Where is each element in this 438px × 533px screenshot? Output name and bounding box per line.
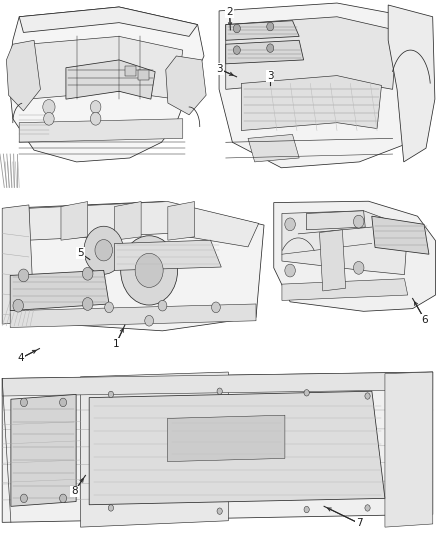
Circle shape — [90, 101, 101, 114]
Text: 6: 6 — [421, 315, 428, 325]
Polygon shape — [372, 216, 429, 254]
Polygon shape — [28, 36, 183, 99]
Polygon shape — [226, 41, 304, 64]
Circle shape — [105, 302, 113, 313]
Circle shape — [60, 398, 67, 407]
Polygon shape — [9, 7, 204, 162]
Circle shape — [353, 261, 364, 274]
Circle shape — [353, 215, 364, 228]
Polygon shape — [166, 56, 206, 115]
Text: 3: 3 — [267, 71, 274, 80]
Polygon shape — [10, 270, 109, 311]
Circle shape — [285, 264, 295, 277]
Bar — [2, 200, 269, 368]
Polygon shape — [282, 211, 408, 274]
Circle shape — [90, 112, 101, 125]
Polygon shape — [66, 60, 155, 99]
Circle shape — [145, 316, 153, 326]
Polygon shape — [385, 372, 433, 527]
Text: 2: 2 — [226, 7, 233, 17]
Circle shape — [304, 506, 309, 513]
Bar — [215, 1, 437, 197]
Circle shape — [233, 25, 240, 33]
Polygon shape — [89, 391, 385, 505]
Circle shape — [365, 505, 370, 511]
Polygon shape — [388, 5, 435, 162]
Circle shape — [365, 393, 370, 399]
Circle shape — [82, 297, 93, 310]
Circle shape — [108, 391, 113, 398]
Polygon shape — [2, 372, 433, 396]
Polygon shape — [319, 230, 346, 291]
Circle shape — [304, 390, 309, 396]
Bar — [138, 70, 149, 79]
Polygon shape — [248, 134, 299, 162]
Bar — [2, 1, 215, 197]
Circle shape — [43, 100, 55, 115]
Polygon shape — [167, 415, 285, 462]
Text: 7: 7 — [356, 519, 363, 528]
Polygon shape — [11, 394, 76, 506]
Polygon shape — [226, 21, 299, 41]
Text: 4: 4 — [18, 353, 25, 363]
Text: 5: 5 — [77, 248, 84, 258]
Polygon shape — [114, 201, 141, 240]
Circle shape — [267, 22, 274, 31]
Circle shape — [158, 300, 167, 311]
Circle shape — [108, 505, 113, 511]
Polygon shape — [241, 76, 381, 131]
Text: 1: 1 — [113, 339, 120, 349]
Text: 3: 3 — [216, 64, 223, 74]
Circle shape — [267, 44, 274, 52]
Circle shape — [82, 268, 93, 280]
Polygon shape — [7, 201, 264, 331]
Circle shape — [217, 388, 222, 394]
Circle shape — [21, 398, 28, 407]
Circle shape — [135, 253, 163, 287]
Polygon shape — [2, 205, 34, 324]
Polygon shape — [282, 279, 408, 301]
Polygon shape — [81, 372, 228, 527]
Circle shape — [285, 218, 295, 231]
Circle shape — [21, 494, 28, 503]
Polygon shape — [226, 17, 397, 90]
Circle shape — [84, 227, 124, 274]
Circle shape — [233, 46, 240, 54]
Circle shape — [95, 240, 113, 261]
Polygon shape — [307, 211, 365, 230]
Circle shape — [212, 302, 220, 313]
Circle shape — [121, 236, 178, 305]
Polygon shape — [114, 240, 221, 270]
Polygon shape — [219, 3, 433, 168]
Polygon shape — [10, 304, 256, 327]
Bar — [274, 200, 437, 336]
Text: 8: 8 — [71, 487, 78, 496]
Polygon shape — [19, 7, 198, 36]
Polygon shape — [29, 201, 259, 247]
Circle shape — [18, 269, 29, 282]
Polygon shape — [168, 201, 194, 240]
Bar — [2, 370, 437, 530]
Polygon shape — [7, 41, 40, 111]
Polygon shape — [61, 201, 88, 240]
Circle shape — [13, 299, 24, 312]
Polygon shape — [2, 372, 433, 522]
Polygon shape — [274, 201, 435, 311]
Polygon shape — [19, 119, 183, 142]
Bar — [125, 66, 136, 76]
Circle shape — [217, 508, 222, 514]
Circle shape — [44, 112, 54, 125]
Circle shape — [60, 494, 67, 503]
